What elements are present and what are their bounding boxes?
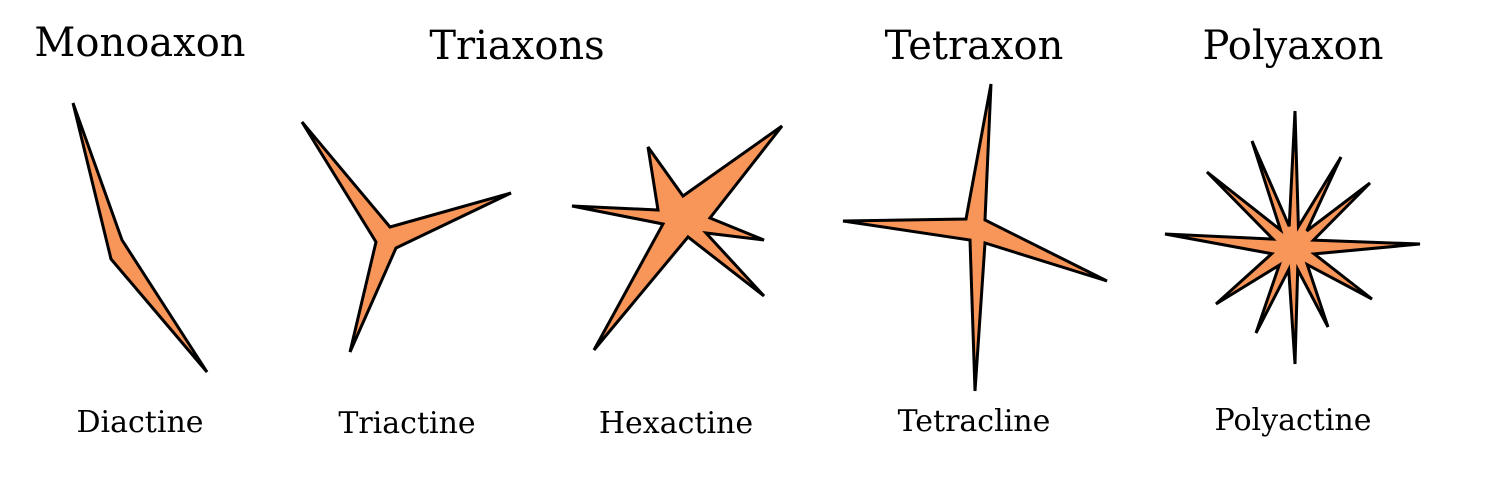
caption-hexactine: Hexactine	[599, 406, 753, 441]
heading-monoaxon: Monoaxon	[34, 20, 245, 66]
caption-diactine: Diactine	[76, 405, 203, 440]
hexactine-spicule	[572, 126, 782, 350]
heading-tetraxon: Tetraxon	[885, 23, 1064, 69]
heading-triaxons: Triaxons	[429, 23, 604, 69]
caption-tetracline: Tetracline	[898, 404, 1051, 439]
caption-polyactine: Polyactine	[1215, 403, 1372, 438]
polyactine-spicule	[1165, 111, 1420, 364]
heading-polyaxon: Polyaxon	[1202, 23, 1383, 69]
caption-triactine: Triactine	[338, 406, 475, 441]
triactine-spicule	[302, 122, 511, 352]
tetracline-spicule	[843, 84, 1107, 391]
diactine-spicule	[73, 103, 207, 372]
